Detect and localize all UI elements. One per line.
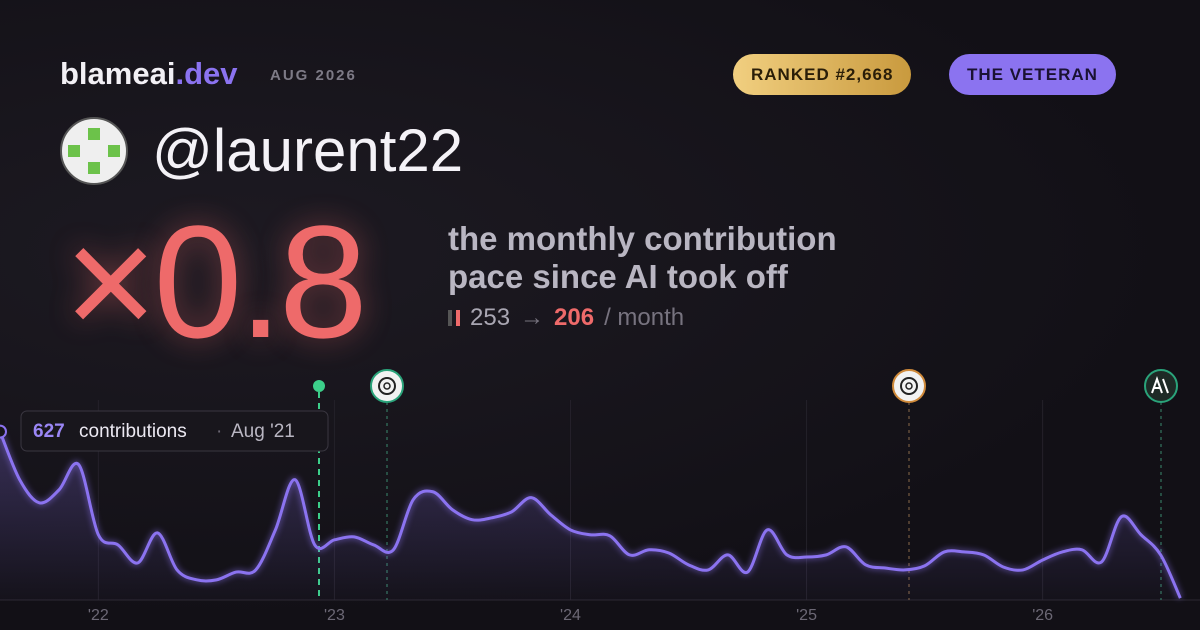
tooltip-value: 627 (33, 421, 65, 442)
pace-stats: 253 → 206 / month (448, 304, 684, 332)
title-badge: THE VETERAN (949, 54, 1116, 95)
avatar (60, 117, 128, 185)
x-tick-label: '23 (324, 607, 345, 624)
tooltip-separator: · (216, 421, 222, 442)
openai-icon (892, 369, 926, 403)
x-tick-label: '24 (560, 607, 581, 624)
tooltip: 627 contributions · Aug '21 (20, 410, 329, 452)
tooltip-label: contributions (79, 421, 187, 442)
description-line: the monthly contribution (448, 220, 837, 257)
x-tick-label: '25 (796, 607, 817, 624)
brand-suffix: .dev (175, 56, 238, 91)
x-tick-label: '26 (1032, 607, 1053, 624)
area (0, 431, 1181, 600)
anthropic-icon (1144, 369, 1178, 403)
brand: blameai.dev (60, 56, 237, 92)
tooltip-date: Aug '21 (231, 421, 295, 442)
line (0, 431, 1182, 599)
brand-name: blameai (60, 56, 176, 91)
point (0, 424, 7, 439)
rank-badge: RANKED #2,668 (733, 54, 912, 95)
description: the monthly contribution pace since AI to… (448, 220, 837, 296)
openai-icon (370, 369, 404, 403)
bar-icon (448, 310, 452, 326)
after-value: 206 (554, 304, 595, 331)
date: AUG 2026 (270, 67, 357, 84)
before-value: 253 (470, 304, 511, 331)
event-dot (313, 380, 325, 392)
username: @laurent22 (152, 117, 464, 184)
tooltip-box (20, 410, 329, 452)
x-tick-label: '22 (88, 607, 109, 624)
series: '22 '23 '24 '25 '26 (0, 424, 1184, 624)
bar-icon (456, 310, 460, 326)
arrow: → (520, 304, 545, 331)
unit: / month (604, 304, 685, 331)
multiplier: ×0.8 (64, 192, 368, 371)
description-line: pace since AI took off (448, 258, 788, 295)
